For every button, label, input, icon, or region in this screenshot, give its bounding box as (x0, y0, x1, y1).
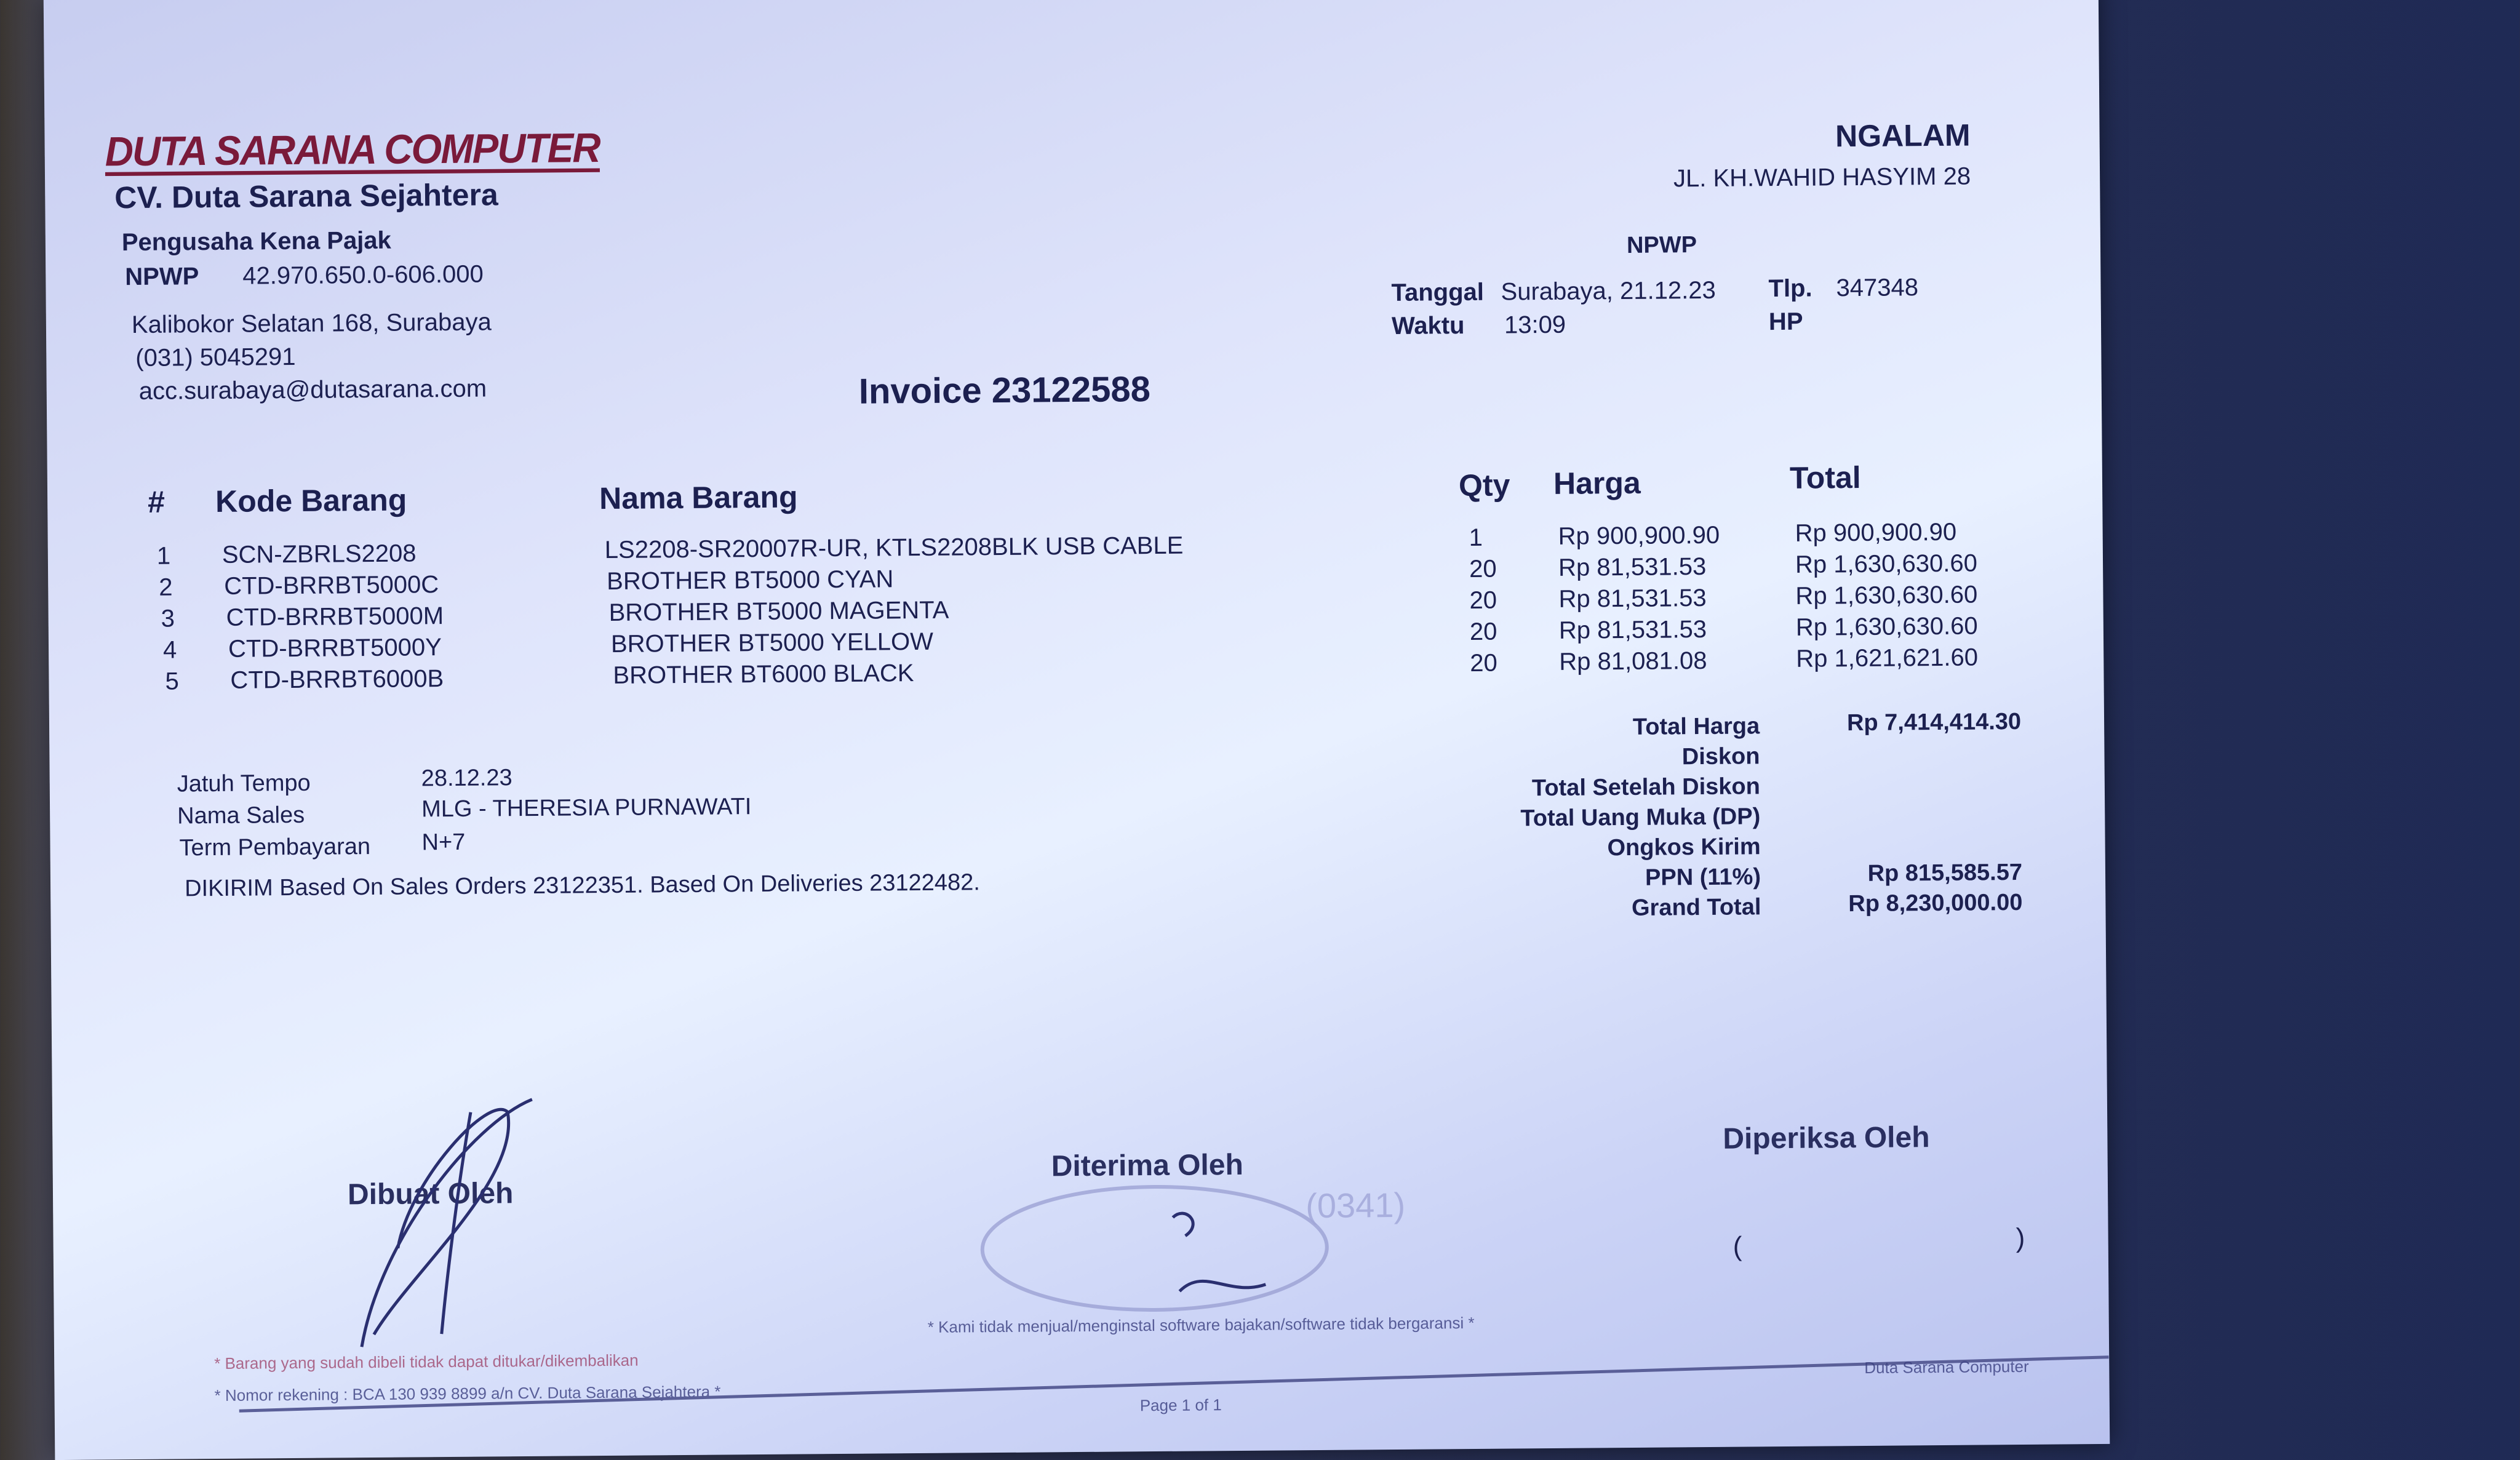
item-total: Rp 1,630,630.60 (1795, 581, 1978, 610)
col-total: Total (1789, 460, 1861, 495)
item-name: BROTHER BT5000 MAGENTA (608, 596, 949, 626)
footer-account-note: * Nomor rekening : BCA 130 939 8899 a/n … (214, 1382, 721, 1405)
item-price: Rp 81,081.08 (1559, 647, 1707, 676)
company-name: CV. Duta Sarana Sejahtera (114, 177, 498, 215)
item-qty: 20 (1469, 586, 1497, 615)
item-code: CTD-BRRBT5000M (226, 602, 444, 632)
col-name: Nama Barang (599, 479, 798, 516)
sales-value: MLG - THERESIA PURNAWATI (421, 794, 752, 823)
total-label: Total Setelah Diskon (1531, 773, 1761, 802)
col-code: Kode Barang (215, 482, 407, 519)
total-label: Ongkos Kirim (1607, 834, 1761, 861)
time-label: Waktu (1391, 312, 1465, 340)
total-label: Diskon (1681, 743, 1760, 770)
total-value: Rp 815,585.57 (1867, 859, 2023, 887)
company-npwp: 42.970.650.0-606.000 (242, 260, 484, 290)
item-price: Rp 900,900.90 (1558, 522, 1720, 551)
invoice-title: Invoice 23122588 (858, 369, 1151, 412)
date-label: Tanggal (1391, 278, 1485, 306)
npwp-label: NPWP (125, 263, 199, 291)
term-label: Term Pembayaran (179, 834, 371, 861)
total-label: PPN (11%) (1645, 864, 1761, 891)
footer-brand: Duta Sarana Computer (1864, 1357, 2029, 1377)
total-label: Total Harga (1632, 713, 1760, 740)
hp-label: HP (1768, 308, 1803, 336)
company-address: Kalibokor Selatan 168, Surabaya (131, 308, 492, 339)
checked-by-bracket-open: ( (1732, 1231, 1742, 1262)
item-qty: 20 (1469, 555, 1497, 583)
item-code: CTD-BRRBT5000C (224, 571, 439, 600)
tlp-label: Tlp. (1768, 274, 1812, 303)
checked-by-bracket-close: ) (2016, 1223, 2025, 1254)
col-number: # (147, 484, 165, 519)
total-label: Grand Total (1631, 894, 1761, 921)
checked-by-label: Diperiksa Oleh (1723, 1121, 1930, 1155)
tax-status: Pengusaha Kena Pajak (121, 226, 391, 257)
item-name: BROTHER BT6000 BLACK (613, 659, 914, 689)
date-value: Surabaya, 21.12.23 (1501, 276, 1716, 306)
total-value: Rp 8,230,000.00 (1848, 889, 2023, 917)
footer-software-note: * Kami tidak menjual/menginstal software… (927, 1313, 1475, 1336)
company-logo: DUTA SARANA COMPUTER (105, 124, 600, 177)
row-number: 5 (165, 668, 179, 695)
footer-return-note: * Barang yang sudah dibeli tidak dapat d… (214, 1350, 639, 1373)
item-name: LS2208-SR20007R-UR, KTLS2208BLK USB CABL… (604, 532, 1184, 564)
item-total: Rp 1,630,630.60 (1795, 549, 1978, 578)
item-name: BROTHER BT5000 YELLOW (610, 628, 934, 658)
item-name: BROTHER BT5000 CYAN (607, 565, 894, 595)
col-price: Harga (1553, 465, 1641, 501)
company-email: acc.surabaya@dutasarana.com (138, 375, 487, 405)
sales-label: Nama Sales (177, 802, 305, 829)
signature-scribble (360, 1098, 533, 1347)
time-value: 13:09 (1504, 311, 1566, 339)
item-total: Rp 900,900.90 (1795, 518, 1957, 547)
item-code: CTD-BRRBT5000Y (228, 634, 442, 663)
row-number: 4 (162, 636, 177, 664)
stamp-circle (980, 1185, 1329, 1312)
item-code: SCN-ZBRLS2208 (221, 540, 417, 569)
customer-address: JL. KH.WAHID HASYIM 28 (1673, 162, 1971, 193)
row-number: 1 (156, 542, 171, 570)
customer-name: NGALAM (1835, 118, 1971, 154)
delivery-note: DIKIRIM Based On Sales Orders 23122351. … (184, 869, 980, 902)
item-qty: 20 (1470, 649, 1497, 677)
company-phone: (031) 5045291 (135, 343, 296, 372)
item-total: Rp 1,621,621.60 (1796, 644, 1979, 672)
customer-npwp-label: NPWP (1626, 232, 1697, 258)
term-value: N+7 (421, 829, 466, 856)
total-label: Total Uang Muka (DP) (1520, 804, 1761, 832)
row-number: 3 (161, 605, 175, 632)
tlp-value: 347348 (1836, 274, 1919, 302)
stamp-text: (0341) (1305, 1185, 1406, 1226)
page-indicator: Page 1 of 1 (1139, 1395, 1222, 1415)
item-qty: 1 (1469, 524, 1483, 552)
item-price: Rp 81,531.53 (1558, 584, 1707, 613)
item-code: CTD-BRRBT6000B (230, 665, 444, 695)
item-qty: 20 (1469, 618, 1497, 646)
due-value: 28.12.23 (421, 765, 512, 792)
col-qty: Qty (1458, 468, 1510, 503)
received-by-label: Diterima Oleh (1051, 1148, 1243, 1183)
row-number: 2 (159, 573, 173, 601)
item-price: Rp 81,531.53 (1558, 553, 1707, 582)
due-label: Jatuh Tempo (177, 770, 311, 797)
total-value: Rp 7,414,414.30 (1846, 708, 2022, 736)
item-total: Rp 1,630,630.60 (1795, 612, 1978, 641)
invoice-paper: DUTA SARANA COMPUTER CV. Duta Sarana Sej… (43, 0, 2110, 1460)
item-price: Rp 81,531.53 (1558, 616, 1707, 645)
